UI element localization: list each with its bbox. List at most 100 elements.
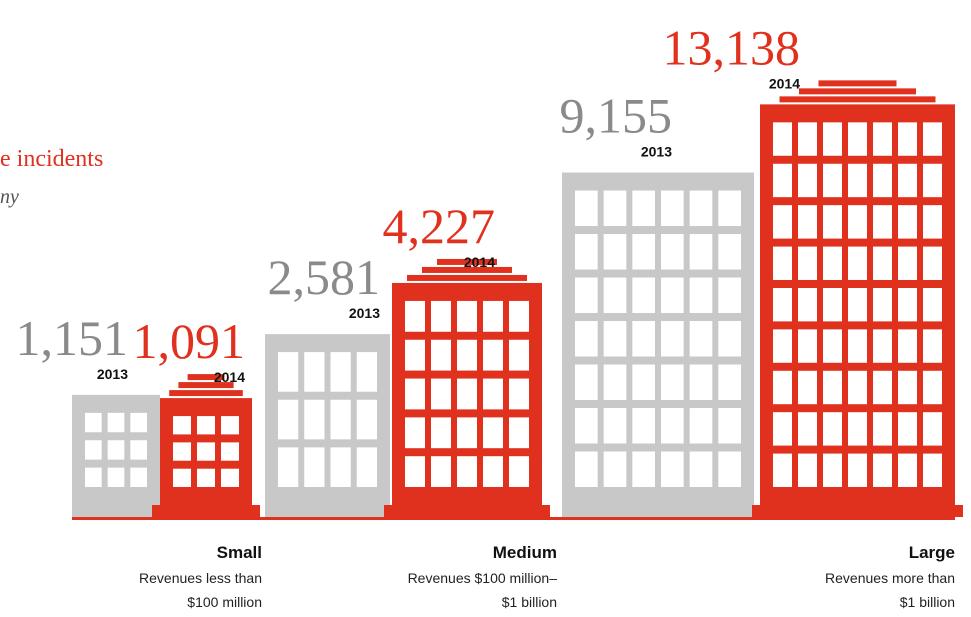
value-label: 1,091 [133, 313, 246, 369]
window [483, 339, 503, 371]
window [575, 234, 598, 270]
window [221, 416, 239, 435]
window [923, 205, 942, 239]
window [509, 378, 529, 410]
window [773, 163, 792, 198]
category-description: $1 billion [900, 594, 955, 610]
window [661, 234, 684, 270]
window [718, 190, 741, 227]
window [823, 163, 842, 198]
window [898, 122, 917, 156]
window [221, 442, 239, 461]
window [431, 300, 451, 332]
window [689, 451, 713, 487]
window [603, 408, 627, 444]
window [661, 364, 684, 401]
window [107, 440, 125, 460]
window [330, 352, 351, 392]
roof-tier [818, 80, 897, 87]
window [483, 300, 503, 332]
window [773, 370, 792, 405]
window [509, 456, 529, 487]
year-label: 2014 [214, 369, 245, 385]
window [798, 287, 817, 322]
window [823, 287, 842, 322]
window [718, 451, 741, 487]
window [898, 163, 917, 198]
window [405, 300, 425, 332]
window [823, 370, 842, 405]
window [575, 190, 598, 227]
window [221, 468, 239, 487]
roof-tier [169, 390, 243, 397]
window [457, 339, 477, 371]
window [923, 246, 942, 280]
value-label: 2,581 [268, 249, 381, 305]
category-description: $100 million [187, 594, 262, 610]
window [405, 339, 425, 371]
window [509, 339, 529, 371]
window [197, 442, 215, 461]
window [773, 122, 792, 156]
window [457, 456, 477, 487]
window [661, 451, 684, 487]
window [197, 416, 215, 435]
window [923, 122, 942, 156]
window [689, 364, 713, 401]
window [848, 412, 867, 446]
window [718, 408, 741, 444]
window [823, 246, 842, 280]
window [173, 468, 191, 487]
window [457, 378, 477, 410]
category-description: $1 billion [502, 594, 557, 610]
window [898, 246, 917, 280]
window [898, 412, 917, 446]
window [823, 412, 842, 446]
window [689, 321, 713, 357]
window [898, 453, 917, 487]
window [603, 277, 627, 314]
window [278, 399, 299, 440]
window [798, 205, 817, 239]
window [923, 163, 942, 198]
window [718, 321, 741, 357]
window [689, 408, 713, 444]
window [330, 399, 351, 440]
window [603, 234, 627, 270]
roof-tier [422, 266, 512, 273]
category-label: Small [217, 543, 262, 562]
window [798, 370, 817, 405]
roof-tier [799, 88, 916, 95]
roof-tier [779, 96, 936, 103]
window [873, 122, 892, 156]
window [873, 329, 892, 363]
window [873, 370, 892, 405]
window [632, 190, 655, 227]
window [632, 408, 655, 444]
window [798, 453, 817, 487]
value-label: 1,151 [16, 310, 129, 366]
window [509, 417, 529, 449]
roof-tier [187, 374, 225, 381]
window [798, 122, 817, 156]
year-label: 2013 [349, 305, 380, 321]
window [689, 190, 713, 227]
window [798, 163, 817, 198]
window [356, 447, 377, 487]
year-label: 2014 [464, 254, 495, 270]
window [431, 456, 451, 487]
window [898, 287, 917, 322]
window [923, 412, 942, 446]
window [173, 416, 191, 435]
window [823, 453, 842, 487]
window [898, 205, 917, 239]
window [483, 456, 503, 487]
roof-tier [407, 274, 527, 281]
window [173, 442, 191, 461]
window [798, 412, 817, 446]
window [197, 468, 215, 487]
window [356, 352, 377, 392]
subtitle: ny [0, 186, 19, 208]
window [603, 451, 627, 487]
window [603, 190, 627, 227]
